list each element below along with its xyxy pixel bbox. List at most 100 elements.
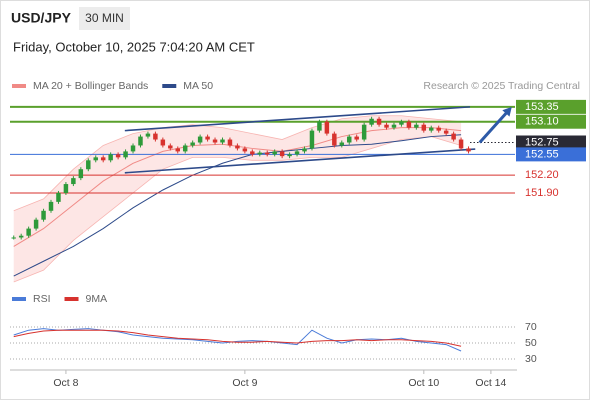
candle <box>309 130 315 149</box>
candle <box>339 142 345 146</box>
candle <box>18 235 24 238</box>
candle <box>376 118 382 125</box>
legend-label: 9MA <box>86 293 108 305</box>
candle <box>108 154 113 161</box>
x-tick-label: Oct 8 <box>53 377 78 389</box>
level-label: 153.10 <box>525 116 559 128</box>
candle <box>354 136 359 140</box>
level-label: 153.35 <box>525 101 559 113</box>
candle <box>391 124 397 128</box>
candle <box>41 210 46 220</box>
candle <box>369 118 374 125</box>
candle <box>63 184 69 193</box>
candle <box>227 139 233 146</box>
channel-line <box>124 148 476 174</box>
candle <box>220 139 225 143</box>
candle <box>33 219 39 229</box>
timeframe: 30 MIN <box>85 11 124 25</box>
bollinger-upper <box>13 115 462 212</box>
candle <box>421 124 427 131</box>
timeframe-badge <box>79 7 130 30</box>
candle <box>86 160 91 170</box>
legend-swatch <box>12 84 26 88</box>
candle <box>257 152 263 155</box>
channel-line <box>124 106 471 132</box>
y-tick-label: 30 <box>525 353 537 365</box>
candle <box>384 124 389 128</box>
candle <box>190 142 195 146</box>
level-label: 152.75 <box>525 136 559 148</box>
legend-swatch <box>64 297 79 301</box>
level-label: 151.90 <box>525 187 559 199</box>
level-box <box>516 99 586 114</box>
candle <box>287 154 292 157</box>
arrow-head <box>502 106 512 117</box>
legend-label: MA 20 + Bollinger Bands <box>33 80 148 92</box>
candle <box>250 151 255 155</box>
legend-label: MA 50 <box>183 80 213 92</box>
candle <box>138 136 143 146</box>
candle <box>279 151 285 157</box>
x-tick-label: Oct 9 <box>232 377 257 389</box>
y-tick-label: 50 <box>525 337 537 349</box>
legend-label: RSI <box>33 293 51 305</box>
candle <box>145 133 151 137</box>
legend-swatch <box>162 84 177 88</box>
candle <box>175 148 180 152</box>
chart-title: USD/JPY <box>11 10 72 26</box>
candle <box>205 136 210 140</box>
candle <box>302 148 307 152</box>
candle <box>443 130 449 134</box>
candle <box>93 157 98 161</box>
level-box <box>516 135 586 150</box>
level-label: 152.20 <box>525 169 559 181</box>
candle <box>11 237 16 239</box>
candle <box>458 139 464 149</box>
candle <box>324 121 330 134</box>
x-tick-label: Oct 14 <box>475 377 506 389</box>
legend-swatch <box>12 297 26 301</box>
candle <box>317 121 322 131</box>
candle <box>272 151 277 155</box>
candle <box>212 139 218 143</box>
ma50-line <box>13 134 462 277</box>
candle <box>399 121 404 125</box>
candle <box>182 145 188 152</box>
candle <box>78 169 84 179</box>
candle <box>48 201 54 211</box>
x-tick-label: Oct 10 <box>408 377 439 389</box>
forecast-arrow <box>478 109 510 144</box>
level-box <box>516 147 586 162</box>
candle <box>168 145 173 149</box>
candle <box>56 192 61 202</box>
candle <box>197 136 203 143</box>
candle <box>429 127 434 131</box>
candle <box>361 124 367 140</box>
rsi-ma-line <box>13 329 462 347</box>
subtitle: Friday, October 10, 2025 7:04:20 AM CET <box>13 39 255 54</box>
candle <box>160 139 166 146</box>
candle <box>235 145 240 149</box>
candle <box>264 152 270 155</box>
y-tick-label: 70 <box>525 321 537 333</box>
candle <box>100 157 106 161</box>
candle <box>130 145 136 152</box>
candle <box>123 151 128 158</box>
candle <box>242 148 248 152</box>
candle <box>451 133 456 140</box>
candle <box>71 178 76 185</box>
candle <box>294 151 300 155</box>
candle <box>153 133 158 140</box>
candle <box>347 136 352 143</box>
candle <box>414 124 419 128</box>
candle <box>466 148 471 152</box>
candle <box>436 127 441 131</box>
candle <box>332 133 337 146</box>
level-box <box>516 114 586 129</box>
candle <box>26 228 31 236</box>
candle <box>115 154 121 158</box>
candle <box>406 121 412 128</box>
source: Research © 2025 Trading Central <box>423 80 580 92</box>
